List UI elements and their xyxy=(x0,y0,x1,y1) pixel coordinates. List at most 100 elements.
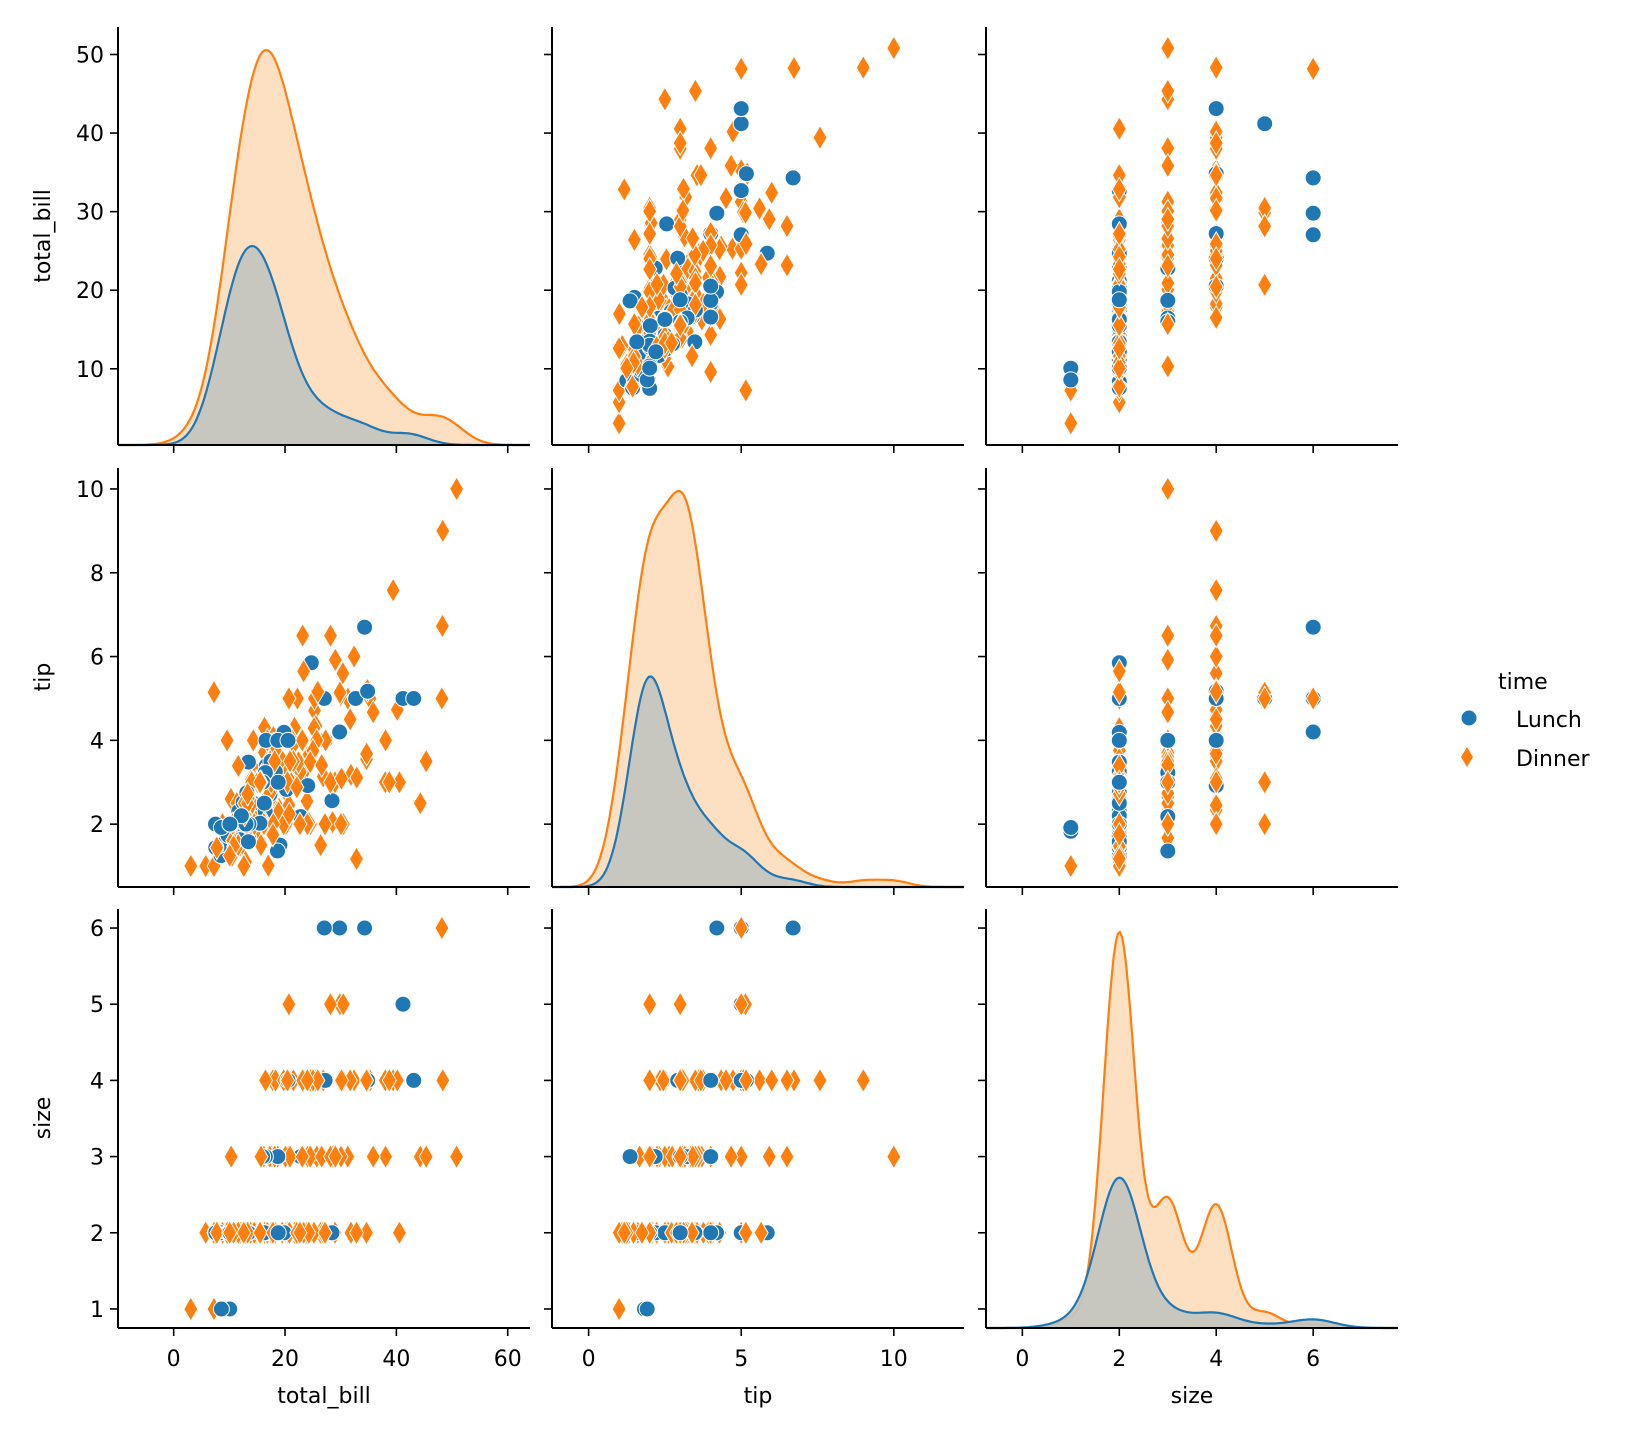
point-lunch xyxy=(702,308,720,326)
point-dinner xyxy=(434,685,450,712)
y-tick-label: 10 xyxy=(76,478,104,503)
point-lunch xyxy=(1304,618,1322,636)
point-dinner xyxy=(1111,845,1127,872)
point-dinner xyxy=(1111,335,1127,362)
point-lunch xyxy=(671,291,689,309)
point-dinner xyxy=(332,679,348,706)
point-dinner xyxy=(672,312,688,339)
point-dinner xyxy=(209,834,225,861)
point-dinner xyxy=(327,646,343,673)
point-dinner xyxy=(292,811,308,838)
kde-fill-lunch xyxy=(986,1177,1398,1328)
point-dinner xyxy=(1160,252,1176,279)
point-lunch xyxy=(732,100,750,118)
point-dinner xyxy=(230,752,246,779)
point-dinner xyxy=(718,1067,734,1094)
point-dinner xyxy=(1257,811,1273,838)
point-lunch xyxy=(255,794,273,812)
point-dinner xyxy=(333,811,349,838)
legend-label-dinner: Dinner xyxy=(1516,747,1590,772)
point-dinner xyxy=(1160,622,1176,649)
y-tick-label: 8 xyxy=(90,562,104,587)
point-lunch xyxy=(732,182,750,200)
point-dinner xyxy=(296,658,312,685)
panel-size-vs-tip: 0 5 10 xyxy=(544,909,964,1372)
point-dinner xyxy=(1111,821,1127,848)
panel-size-vs-size: 0 2 4 6 xyxy=(978,909,1398,1372)
y-axis-title-tip: tip xyxy=(31,663,56,692)
point-dinner xyxy=(418,748,434,775)
point-dinner xyxy=(812,1067,828,1094)
point-dinner xyxy=(1257,685,1273,712)
point-lunch xyxy=(702,277,720,295)
x-tick-label: 2 xyxy=(1112,1347,1126,1372)
point-dinner xyxy=(435,1067,451,1094)
point-dinner xyxy=(236,853,252,879)
point-dinner xyxy=(252,769,268,796)
point-lunch xyxy=(1159,842,1177,860)
point-dinner xyxy=(282,1143,298,1170)
kde-fill-dinner xyxy=(986,932,1398,1328)
legend-label-lunch: Lunch xyxy=(1516,708,1582,733)
point-dinner xyxy=(642,1143,658,1170)
point-dinner xyxy=(779,213,795,239)
point-lunch xyxy=(702,1224,720,1242)
point-dinner xyxy=(668,260,685,287)
point-dinner xyxy=(753,1219,769,1246)
x-tick-label: 0 xyxy=(582,1347,596,1372)
point-dinner xyxy=(738,377,754,404)
point-dinner xyxy=(348,845,365,872)
point-dinner xyxy=(733,915,749,941)
point-dinner xyxy=(317,811,333,838)
x-tick-label: 5 xyxy=(734,1347,748,1372)
point-lunch xyxy=(671,1224,689,1242)
x-tick-label: 10 xyxy=(880,1347,908,1372)
point-lunch xyxy=(1110,731,1128,749)
point-lunch xyxy=(269,773,287,791)
point-dinner xyxy=(723,1143,739,1170)
point-dinner xyxy=(378,727,394,754)
y-tick-label: 5 xyxy=(90,993,104,1018)
point-dinner xyxy=(1208,678,1224,705)
y-tick-label: 1 xyxy=(90,1298,104,1323)
point-lunch xyxy=(221,815,239,833)
kde-fill-dinner xyxy=(552,491,964,887)
point-lunch xyxy=(702,1071,720,1089)
point-lunch xyxy=(323,792,341,810)
point-dinner xyxy=(333,765,350,792)
point-lunch xyxy=(1110,773,1128,791)
point-dinner xyxy=(1160,353,1176,380)
point-dinner xyxy=(348,1219,365,1246)
point-dinner xyxy=(1111,176,1127,203)
point-dinner xyxy=(279,1067,296,1094)
point-dinner xyxy=(236,1219,252,1246)
point-lunch xyxy=(239,833,257,851)
point-dinner xyxy=(649,271,665,298)
point-lunch xyxy=(1062,819,1080,836)
point-dinner xyxy=(1208,54,1224,81)
x-axis-title-tip: tip xyxy=(744,1384,773,1409)
kde-fill-lunch xyxy=(118,246,530,445)
point-lunch xyxy=(702,291,720,309)
point-dinner xyxy=(240,781,256,807)
point-lunch xyxy=(269,842,286,860)
point-dinner xyxy=(322,991,338,1018)
point-dinner xyxy=(281,801,297,828)
point-lunch xyxy=(1110,291,1128,309)
point-lunch xyxy=(702,1148,720,1166)
point-dinner xyxy=(260,852,276,879)
point-dinner xyxy=(733,1143,749,1170)
point-dinner xyxy=(687,78,703,104)
point-dinner xyxy=(753,251,769,278)
y-tick-label: 40 xyxy=(76,122,104,147)
point-dinner xyxy=(1160,152,1176,179)
x-tick-label: 6 xyxy=(1306,1347,1320,1372)
point-lunch xyxy=(628,333,646,351)
point-lunch xyxy=(405,1071,423,1089)
point-lunch xyxy=(708,204,726,222)
point-lunch xyxy=(686,333,704,351)
point-dinner xyxy=(1063,410,1079,437)
point-dinner xyxy=(1160,311,1176,338)
point-dinner xyxy=(1111,220,1127,247)
